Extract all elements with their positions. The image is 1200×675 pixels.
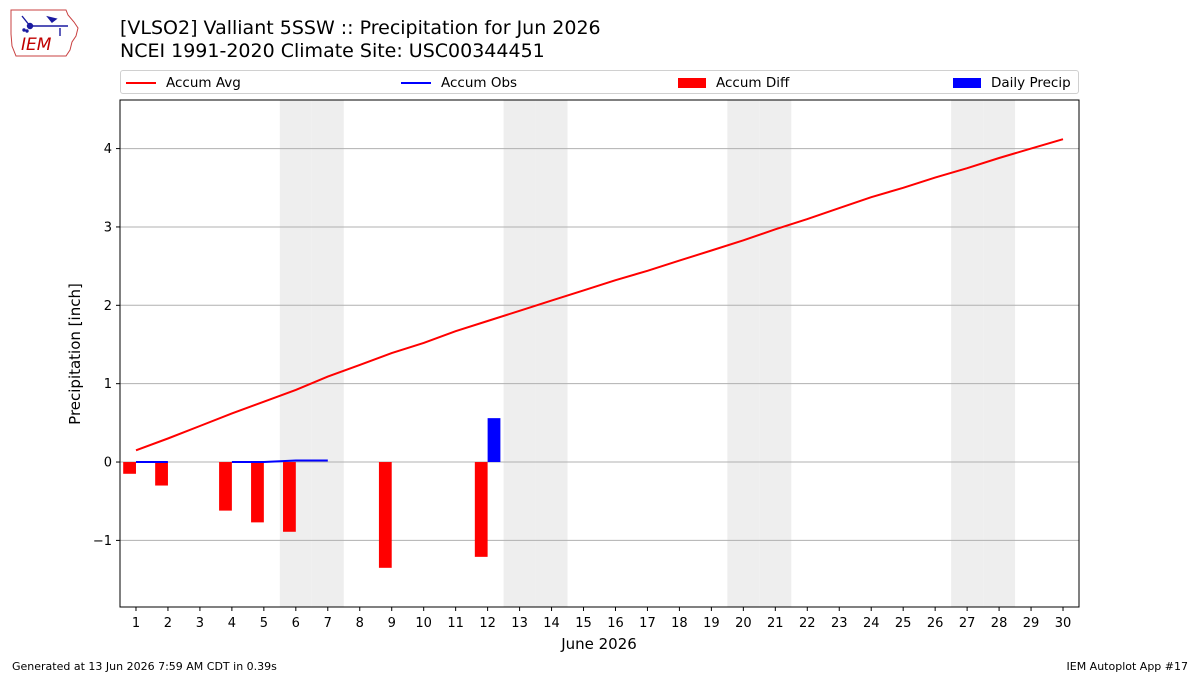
accum-diff-bar bbox=[219, 462, 232, 511]
x-tick-label: 17 bbox=[639, 616, 656, 631]
legend-item-accum-avg: Accum Avg bbox=[126, 71, 241, 95]
x-tick-label: 7 bbox=[324, 616, 332, 631]
y-gridlines bbox=[120, 148, 1079, 541]
x-tick-label: 13 bbox=[511, 616, 528, 631]
accum-obs-line bbox=[136, 459, 328, 463]
accum-diff-bar bbox=[251, 462, 264, 523]
accum-diff-bar bbox=[283, 462, 296, 532]
legend-swatch-accum-avg bbox=[126, 82, 156, 84]
daily-precip-bar bbox=[487, 418, 501, 463]
x-tick-label: 12 bbox=[479, 616, 496, 631]
x-tick-label: 30 bbox=[1055, 616, 1072, 631]
weekend-shading bbox=[279, 100, 1016, 607]
x-tick-label: 22 bbox=[799, 616, 816, 631]
accum-diff-bar bbox=[378, 462, 392, 568]
x-tick-label: 6 bbox=[292, 616, 300, 631]
x-tick-label: 3 bbox=[196, 616, 204, 631]
x-tick-label: 15 bbox=[575, 616, 592, 631]
legend-swatch-accum-diff bbox=[678, 78, 706, 88]
accum-diff-bar bbox=[474, 462, 488, 557]
chart-title: [VLSO2] Valliant 5SSW :: Precipitation f… bbox=[120, 17, 601, 39]
weekend-band-20 bbox=[727, 100, 760, 607]
legend-item-accum-diff: Accum Diff bbox=[678, 71, 789, 95]
x-tick-label: 14 bbox=[543, 616, 560, 631]
weekend-band-6 bbox=[279, 100, 312, 607]
x-tick-label: 10 bbox=[415, 616, 432, 631]
y-tick-label: 1 bbox=[104, 377, 112, 392]
chart-legend: Accum Avg Accum Obs Accum Diff Daily Pre… bbox=[120, 70, 1079, 94]
weekend-band-14 bbox=[535, 100, 568, 607]
y-tick-label: 2 bbox=[104, 299, 112, 314]
x-tick-label: 4 bbox=[228, 616, 236, 631]
y-tick-label: −1 bbox=[93, 534, 112, 549]
weekend-band-13 bbox=[503, 100, 536, 607]
x-tick-label: 26 bbox=[927, 616, 944, 631]
y-tick-label: 4 bbox=[104, 142, 112, 157]
y-tick-label: 3 bbox=[104, 220, 112, 235]
x-tick-label: 23 bbox=[831, 616, 848, 631]
app-label: IEM Autoplot App #17 bbox=[1066, 660, 1189, 673]
legend-label-accum-obs: Accum Obs bbox=[441, 75, 518, 91]
x-tick-label: 5 bbox=[260, 616, 268, 631]
legend-label-daily-precip: Daily Precip bbox=[991, 75, 1071, 91]
x-tick-label: 21 bbox=[767, 616, 784, 631]
legend-label-accum-diff: Accum Diff bbox=[716, 75, 790, 91]
y-tick-label: 0 bbox=[104, 456, 112, 471]
x-tick-label: 9 bbox=[388, 616, 396, 631]
plot-frame bbox=[119, 99, 1080, 608]
legend-item-accum-obs: Accum Obs bbox=[401, 71, 517, 95]
x-tick-label: 19 bbox=[703, 616, 720, 631]
x-axis-ticks: 1 2 3 4 5 6 7 8 9 10 11 12 13 14 15 16 17 18 19 20 21 22 23 24 2… bbox=[132, 607, 1071, 631]
legend-swatch-daily-precip bbox=[953, 78, 981, 88]
chart-subtitle: NCEI 1991-2020 Climate Site: USC00344451 bbox=[120, 40, 545, 62]
weekend-band-21 bbox=[759, 100, 792, 607]
accum-avg-line bbox=[135, 138, 1064, 452]
x-tick-label: 24 bbox=[863, 616, 880, 631]
weekend-band-7 bbox=[311, 100, 344, 607]
accum-diff-bar bbox=[155, 462, 168, 486]
legend-item-daily-precip: Daily Precip bbox=[953, 71, 1071, 95]
x-tick-label: 1 bbox=[132, 616, 140, 631]
logo-text: IEM bbox=[21, 35, 52, 55]
x-tick-label: 20 bbox=[735, 616, 752, 631]
lines bbox=[135, 138, 1064, 463]
x-tick-label: 29 bbox=[1023, 616, 1040, 631]
x-tick-label: 16 bbox=[607, 616, 624, 631]
legend-label-accum-avg: Accum Avg bbox=[166, 75, 241, 91]
x-tick-label: 18 bbox=[671, 616, 688, 631]
iem-logo: IEM bbox=[10, 9, 79, 57]
x-tick-label: 25 bbox=[895, 616, 912, 631]
weekend-band-28 bbox=[983, 100, 1016, 607]
legend-swatch-accum-obs bbox=[401, 82, 431, 84]
weekend-band-27 bbox=[951, 100, 984, 607]
generated-timestamp: Generated at 13 Jun 2026 7:59 AM CDT in … bbox=[12, 660, 277, 673]
x-tick-label: 27 bbox=[959, 616, 976, 631]
x-tick-label: 2 bbox=[164, 616, 172, 631]
y-axis-label: Precipitation [inch] bbox=[66, 283, 84, 425]
x-tick-label: 11 bbox=[447, 616, 464, 631]
bars bbox=[123, 418, 501, 568]
x-tick-label: 28 bbox=[991, 616, 1008, 631]
x-axis-label: June 2026 bbox=[560, 635, 637, 653]
accum-diff-bar bbox=[123, 462, 136, 474]
x-tick-label: 8 bbox=[356, 616, 364, 631]
y-axis-ticks: −1 0 1 2 3 4 bbox=[93, 142, 120, 549]
